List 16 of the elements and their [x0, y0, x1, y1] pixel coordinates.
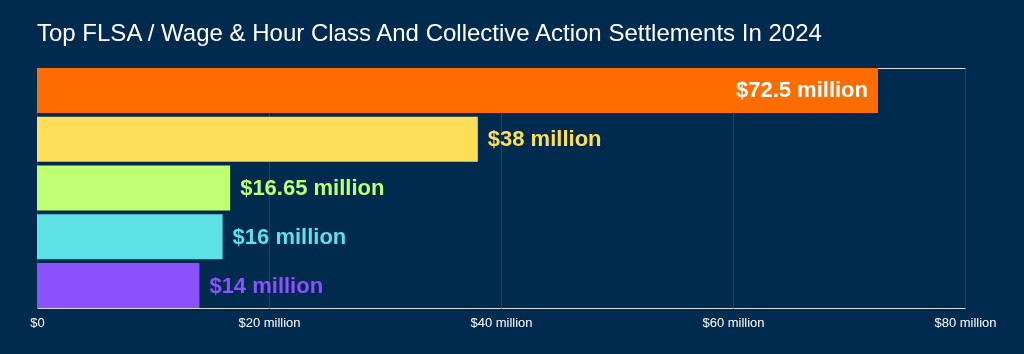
bar [37, 165, 231, 211]
x-tick-label: $20 million [238, 314, 301, 330]
data-label: $16 million [232, 223, 347, 249]
bar [37, 68, 878, 113]
x-tick-label: $80 million [934, 314, 997, 330]
chart-title: Top FLSA / Wage & Hour Class And Collective Action Settlements In 2024 [37, 19, 822, 46]
bar [37, 116, 478, 162]
x-tick-label: $0 [30, 314, 45, 330]
x-tick-label: $40 million [470, 314, 533, 330]
data-label: $14 million [209, 272, 324, 298]
x-tick-label: $60 million [702, 314, 765, 330]
bar [37, 214, 223, 260]
data-label: $38 million [487, 126, 602, 152]
data-label: $16.65 million [240, 175, 385, 200]
bar [37, 263, 200, 308]
data-label: $72.5 million [735, 77, 868, 103]
